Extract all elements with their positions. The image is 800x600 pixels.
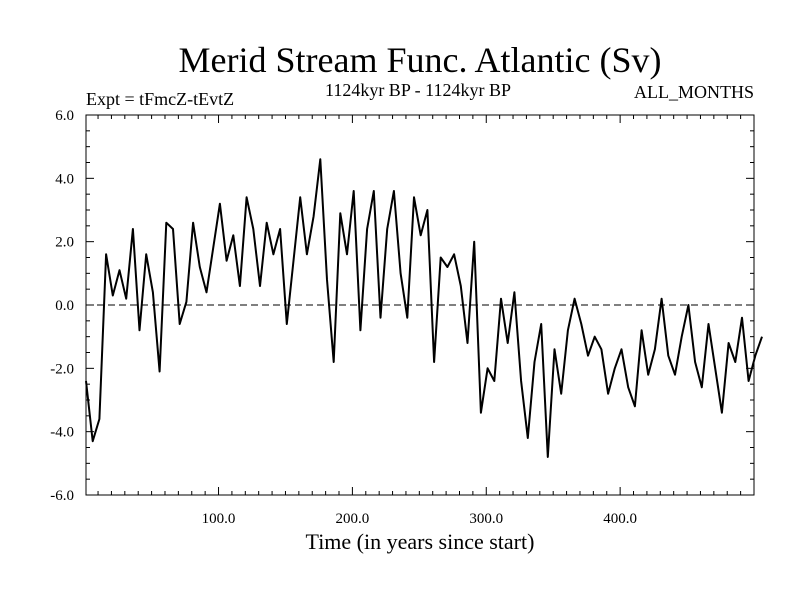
x-axis-label: Time (in years since start) [306,529,535,554]
y-tick-label: -6.0 [50,488,74,504]
y-tick-label: 2.0 [55,235,74,251]
chart-subtitle-center: 1124kyr BP - 1124kyr BP [325,80,511,100]
y-axis-ticks: -6.0 -4.0 -2.0 0.0 2.0 4.0 6.0 [50,108,754,504]
y-tick-label: 6.0 [55,108,74,124]
x-tick-label: 100.0 [202,511,236,527]
x-tick-label: 300.0 [469,511,503,527]
series-line-0 [85,158,763,458]
chart-title: Merid Stream Func. Atlantic (Sv) [179,40,662,80]
plot-frame [85,114,755,496]
x-axis-ticks: 100.0 200.0 300.0 400.0 [97,115,742,527]
chart-subtitle-left: Expt = tFmcZ-tEvtZ [86,89,234,109]
y-tick-label: 0.0 [55,298,74,314]
x-tick-label: 400.0 [603,511,637,527]
y-tick-label: -4.0 [50,425,74,441]
y-tick-label: 4.0 [55,171,74,187]
chart-subtitle-right: ALL_MONTHS [634,82,754,102]
plot-area: 100.0 200.0 300.0 400.0 -6.0 -4.0 -2.0 0.0 2.0 4… [50,108,763,527]
x-tick-label: 200.0 [336,511,370,527]
series-layer [85,158,763,458]
y-tick-label: -2.0 [50,361,74,377]
